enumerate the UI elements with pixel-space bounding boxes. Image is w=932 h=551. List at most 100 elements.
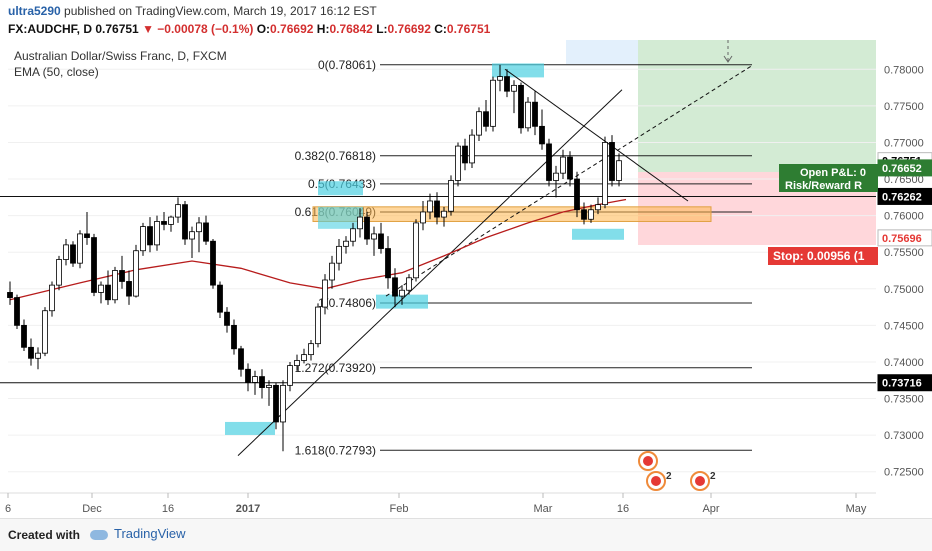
candle[interactable] [98, 284, 104, 293]
candle[interactable] [399, 289, 405, 297]
price-label: 0.75696 [882, 233, 922, 245]
candle[interactable] [483, 111, 489, 127]
candle[interactable] [56, 259, 62, 286]
candle[interactable] [602, 142, 608, 206]
candle[interactable] [504, 76, 510, 92]
support-zone [312, 206, 712, 222]
open-pnl-badge [779, 164, 878, 192]
candle[interactable] [189, 231, 195, 240]
candle[interactable] [455, 145, 461, 181]
candle[interactable] [91, 237, 97, 293]
high-label: H: [316, 22, 330, 36]
author-link[interactable]: ultra5290 [8, 4, 61, 18]
candle[interactable] [84, 233, 90, 238]
candle[interactable] [329, 262, 335, 281]
price-chart[interactable]: 0(0.78061)0.382(0.76818)0.5(0.76433)0.61… [0, 40, 932, 518]
candle[interactable] [581, 209, 587, 220]
footer: Created with TradingView [0, 518, 932, 551]
candle[interactable] [49, 284, 55, 312]
candle[interactable] [28, 346, 34, 359]
candle[interactable] [469, 134, 475, 164]
candle[interactable] [301, 354, 307, 361]
candle[interactable] [105, 284, 111, 301]
candle[interactable] [35, 352, 41, 359]
candle[interactable] [574, 178, 580, 211]
candle[interactable] [308, 343, 314, 356]
candle[interactable] [357, 216, 363, 230]
candle[interactable] [525, 101, 531, 129]
candle[interactable] [385, 248, 391, 279]
x-tick-label: 6 [5, 503, 11, 515]
candle[interactable] [441, 210, 447, 218]
candle[interactable] [413, 222, 419, 279]
candle[interactable] [287, 365, 293, 386]
candle[interactable] [63, 244, 69, 260]
candle[interactable] [14, 297, 20, 326]
candle[interactable] [518, 84, 524, 129]
candle[interactable] [196, 222, 202, 233]
candle[interactable] [539, 125, 545, 145]
candle[interactable] [161, 221, 167, 225]
candle[interactable] [266, 384, 272, 388]
candle[interactable] [476, 111, 482, 136]
candle[interactable] [567, 156, 573, 180]
candle[interactable] [7, 292, 13, 298]
candle[interactable] [203, 222, 209, 242]
candle[interactable] [77, 233, 83, 264]
candle[interactable] [70, 244, 76, 264]
candle[interactable] [224, 311, 230, 326]
candle[interactable] [245, 368, 251, 383]
candle[interactable] [434, 200, 440, 218]
candle[interactable] [280, 384, 286, 423]
candle[interactable] [553, 172, 559, 181]
tradingview-link[interactable]: TradingView [90, 526, 186, 541]
candle[interactable] [427, 200, 433, 213]
candle[interactable] [315, 306, 321, 345]
candle[interactable] [350, 228, 356, 242]
candle[interactable] [490, 79, 496, 127]
close-label: C: [434, 22, 447, 36]
candle[interactable] [133, 250, 139, 297]
candle[interactable] [273, 384, 279, 423]
candle[interactable] [217, 284, 223, 313]
candle[interactable] [231, 324, 237, 350]
candle[interactable] [126, 281, 132, 297]
candle[interactable] [616, 160, 622, 181]
candle[interactable] [560, 156, 566, 174]
candle[interactable] [448, 180, 454, 212]
candle[interactable] [378, 233, 384, 249]
candle[interactable] [364, 216, 370, 240]
candle[interactable] [175, 204, 181, 218]
candle[interactable] [392, 277, 398, 297]
candle[interactable] [588, 209, 594, 220]
candle[interactable] [609, 142, 615, 181]
tradingview-brand: TradingView [114, 526, 186, 541]
candle[interactable] [210, 240, 216, 286]
candle[interactable] [371, 233, 377, 240]
candle[interactable] [252, 376, 258, 383]
candle[interactable] [497, 76, 503, 81]
candle[interactable] [182, 204, 188, 240]
candle[interactable] [343, 240, 349, 247]
candle[interactable] [259, 376, 265, 388]
candle[interactable] [406, 277, 412, 291]
candle[interactable] [119, 270, 125, 282]
candle[interactable] [147, 226, 153, 246]
candle[interactable] [462, 145, 468, 164]
candle[interactable] [140, 226, 146, 252]
candle[interactable] [154, 221, 160, 246]
candle[interactable] [532, 101, 538, 127]
candle[interactable] [21, 324, 27, 348]
candle[interactable] [511, 84, 517, 92]
candle[interactable] [42, 310, 48, 354]
candle[interactable] [238, 348, 244, 370]
candle[interactable] [420, 211, 426, 224]
candle[interactable] [168, 216, 174, 225]
candle[interactable] [546, 143, 552, 181]
candle[interactable] [595, 204, 601, 211]
candle[interactable] [294, 360, 300, 367]
candle[interactable] [322, 279, 328, 308]
candle[interactable] [112, 270, 118, 301]
candle[interactable] [336, 245, 342, 264]
tradingview-cloud-icon [90, 529, 108, 540]
